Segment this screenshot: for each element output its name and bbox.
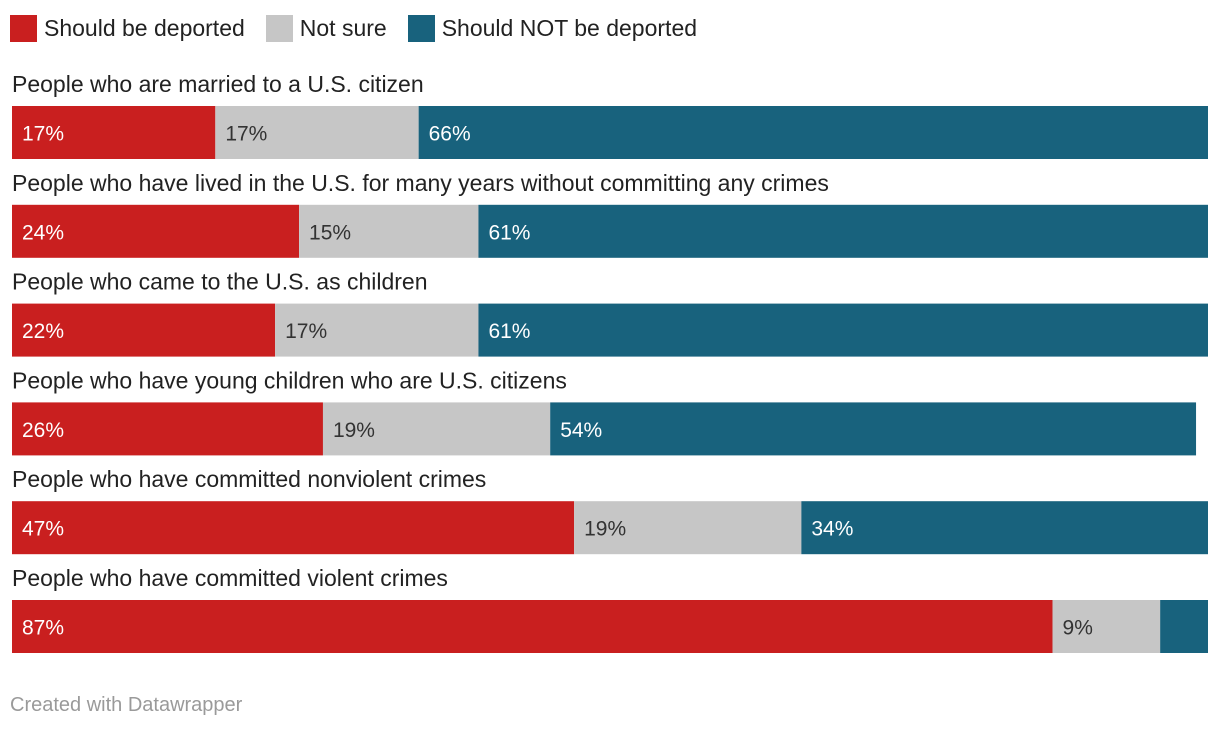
value-label-should-be-deported-row-4: 26% <box>22 419 64 442</box>
value-label-not-sure-row-4: 19% <box>333 419 375 442</box>
row-label-1: People who are married to a U.S. citizen <box>12 71 424 97</box>
legend-swatch-not-sure <box>265 14 293 42</box>
value-label-should-be-deported-row-2: 24% <box>22 221 64 244</box>
legend-label-not-deported: Should NOT be deported <box>441 14 698 41</box>
bar-not-sure-row-5 <box>574 501 802 555</box>
value-label-not-sure-row-2: 15% <box>309 221 351 244</box>
value-label-should-be-deported-row-1: 17% <box>22 123 64 146</box>
value-label-should-not-be-deported-row-5: 34% <box>811 518 853 541</box>
bar-should-not-be-deported-row-2 <box>478 204 1208 258</box>
bar-should-be-deported-row-6 <box>12 600 1053 653</box>
bar-should-be-deported-row-3 <box>12 303 276 357</box>
value-label-should-not-be-deported-row-2: 61% <box>488 221 530 244</box>
value-label-should-be-deported-row-5: 47% <box>22 518 64 541</box>
bar-should-not-be-deported-row-1 <box>418 106 1208 159</box>
bar-not-sure-row-1 <box>215 106 419 159</box>
value-label-should-be-deported-row-3: 22% <box>22 320 64 343</box>
row-label-6: People who have committed violent crimes <box>12 565 448 591</box>
bar-should-be-deported-row-1 <box>12 106 216 159</box>
bar-not-sure-row-2 <box>299 204 479 258</box>
legend-label-deported: Should be deported <box>44 14 245 41</box>
bar-not-sure-row-3 <box>275 303 479 357</box>
bar-should-be-deported-row-2 <box>12 204 300 258</box>
stacked-bar-chart: People who are married to a U.S. citizen… <box>12 71 1208 653</box>
value-label-should-not-be-deported-row-3: 61% <box>488 320 530 343</box>
bar-not-sure-row-4 <box>322 402 551 456</box>
legend-item-not-sure: Not sure <box>265 14 387 42</box>
value-label-not-sure-row-1: 17% <box>225 123 267 146</box>
bar-should-not-be-deported-row-5 <box>801 501 1208 555</box>
bar-should-be-deported-row-5 <box>12 501 575 555</box>
legend-swatch-not-deported <box>407 14 435 42</box>
bar-should-not-be-deported-row-4 <box>550 402 1197 456</box>
row-label-2: People who have lived in the U.S. for ma… <box>12 170 829 196</box>
row-label-3: People who came to the U.S. as children <box>12 269 428 295</box>
legend-label-not-sure: Not sure <box>299 14 387 41</box>
bar-not-sure-row-6 <box>1052 600 1161 653</box>
value-label-not-sure-row-5: 19% <box>584 518 626 541</box>
footer-credit: Created with Datawrapper <box>10 694 243 716</box>
value-label-not-sure-row-6: 9% <box>1063 617 1093 640</box>
value-label-should-be-deported-row-6: 87% <box>22 617 64 640</box>
legend: Should be deported Not sure Should NOT b… <box>10 13 718 43</box>
row-label-4: People who have young children who are U… <box>12 367 567 393</box>
value-label-not-sure-row-3: 17% <box>285 320 327 343</box>
row-label-5: People who have committed nonviolent cri… <box>12 466 486 492</box>
value-label-should-not-be-deported-row-1: 66% <box>429 123 471 146</box>
bar-should-be-deported-row-4 <box>12 402 323 456</box>
value-label-should-not-be-deported-row-4: 54% <box>560 419 602 442</box>
bar-should-not-be-deported-row-6 <box>1160 600 1208 653</box>
legend-item-deported: Should be deported <box>10 14 245 42</box>
legend-item-not-deported: Should NOT be deported <box>407 14 698 42</box>
bar-should-not-be-deported-row-3 <box>478 303 1208 357</box>
legend-swatch-deported <box>10 14 37 42</box>
